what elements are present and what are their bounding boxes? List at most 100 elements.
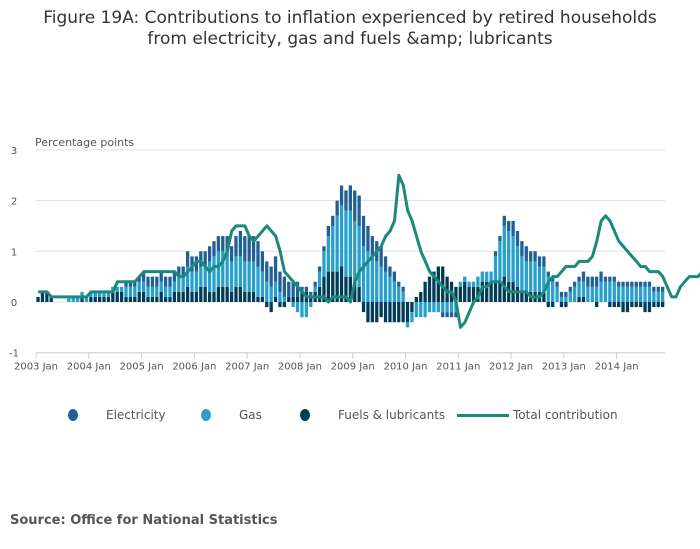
bar-gas — [537, 266, 542, 292]
bar-electricity — [128, 281, 133, 287]
bar-gas — [427, 302, 432, 313]
bar-gas — [251, 261, 256, 292]
bar-fuels — [282, 302, 287, 308]
bar-fuels — [335, 271, 339, 302]
bar-gas — [317, 271, 322, 287]
bar-fuels — [97, 296, 102, 302]
bar-fuels — [177, 291, 181, 302]
bar-gas — [520, 256, 524, 292]
bar-gas — [313, 286, 317, 292]
bar-electricity — [379, 246, 383, 267]
bar-gas — [581, 281, 586, 297]
bar-gas — [493, 256, 498, 282]
bar-fuels — [168, 296, 172, 302]
bar-fuels — [287, 296, 291, 302]
bar-fuels — [45, 291, 49, 302]
bar-gas — [441, 302, 445, 313]
bar-fuels — [643, 302, 647, 313]
bar-electricity — [221, 236, 225, 252]
bar-gas — [542, 266, 546, 292]
bar-fuels — [463, 281, 467, 302]
bar-gas — [471, 281, 476, 287]
bar-electricity — [388, 266, 392, 277]
bar-gas — [568, 291, 572, 302]
bar-gas — [141, 281, 146, 292]
bar-fuels — [652, 302, 656, 308]
bar-fuels — [36, 296, 40, 302]
bar-electricity — [229, 246, 234, 262]
bar-electricity — [449, 312, 454, 318]
bar-gas — [282, 296, 287, 302]
bar-electricity — [348, 185, 352, 211]
bar-electricity — [656, 286, 660, 292]
bar-gas — [524, 261, 528, 292]
bar-electricity — [199, 251, 203, 267]
bar-gas — [392, 281, 396, 302]
bar-fuels — [106, 296, 111, 302]
bar-fuels — [405, 302, 410, 323]
bar-fuels — [397, 302, 401, 323]
bar-gas — [639, 286, 643, 302]
bar-electricity — [454, 312, 458, 318]
bar-electricity — [159, 271, 163, 282]
bar-gas — [256, 266, 260, 297]
bar-gas — [432, 302, 436, 313]
bar-gas — [221, 251, 225, 287]
bar-fuels — [128, 296, 133, 302]
bar-gas — [405, 322, 410, 328]
legend-item-gas[interactable]: Gas — [201, 408, 262, 422]
bar-fuels — [212, 291, 216, 302]
bar-electricity — [124, 281, 128, 287]
bar-electricity — [335, 200, 339, 216]
bar-electricity — [243, 236, 247, 262]
bar-gas — [603, 281, 608, 302]
bar-fuels — [203, 286, 207, 302]
total-line-swatch-icon — [457, 413, 509, 417]
bar-fuels — [388, 302, 392, 323]
legend-item-electricity[interactable]: Electricity — [68, 408, 166, 422]
bar-electricity — [353, 190, 357, 221]
bar-electricity — [498, 236, 502, 242]
bar-gas — [168, 286, 172, 297]
bar-electricity — [392, 271, 396, 282]
bar-fuels — [375, 302, 379, 323]
bar-electricity — [203, 251, 207, 267]
bar-gas — [586, 286, 590, 302]
bar-electricity — [295, 281, 300, 297]
bar-electricity — [339, 185, 344, 206]
bar-gas — [339, 205, 344, 267]
bar-gas — [361, 246, 366, 302]
legend-item-fuels[interactable]: Fuels & lubricants — [300, 408, 445, 422]
bar-gas — [216, 251, 221, 287]
bar-fuels — [625, 302, 630, 313]
bar-gas — [190, 271, 194, 292]
bar-fuels — [260, 296, 265, 302]
bar-gas — [137, 281, 141, 292]
bar-gas — [128, 286, 133, 297]
bar-gas — [260, 271, 265, 297]
bar-electricity — [652, 286, 656, 292]
bar-electricity — [234, 236, 238, 257]
bar-gas — [630, 286, 634, 302]
x-tick-label: 2008 Jan — [278, 362, 322, 373]
bar-gas — [590, 286, 594, 302]
bar-gas — [344, 210, 348, 277]
bar-electricity — [370, 236, 374, 257]
bar-gas — [278, 291, 282, 302]
bar-electricity — [507, 220, 511, 232]
chart-title: Figure 19A: Contributions to inflation e… — [0, 8, 700, 50]
bar-fuels — [309, 296, 313, 302]
bar-gas — [485, 271, 489, 282]
bar-electricity — [533, 251, 537, 262]
legend-item-total[interactable]: Total contribution — [457, 408, 618, 422]
bar-gas — [348, 210, 352, 277]
bar-fuels — [366, 302, 370, 323]
bar-gas — [498, 241, 502, 282]
bar-electricity — [647, 281, 652, 287]
bar-gas — [150, 286, 155, 297]
bar-electricity — [634, 281, 638, 287]
x-tick-label: 2004 Jan — [67, 362, 111, 373]
bar-gas — [212, 256, 216, 292]
bar-fuels — [326, 271, 331, 302]
bar-electricity — [612, 276, 616, 282]
